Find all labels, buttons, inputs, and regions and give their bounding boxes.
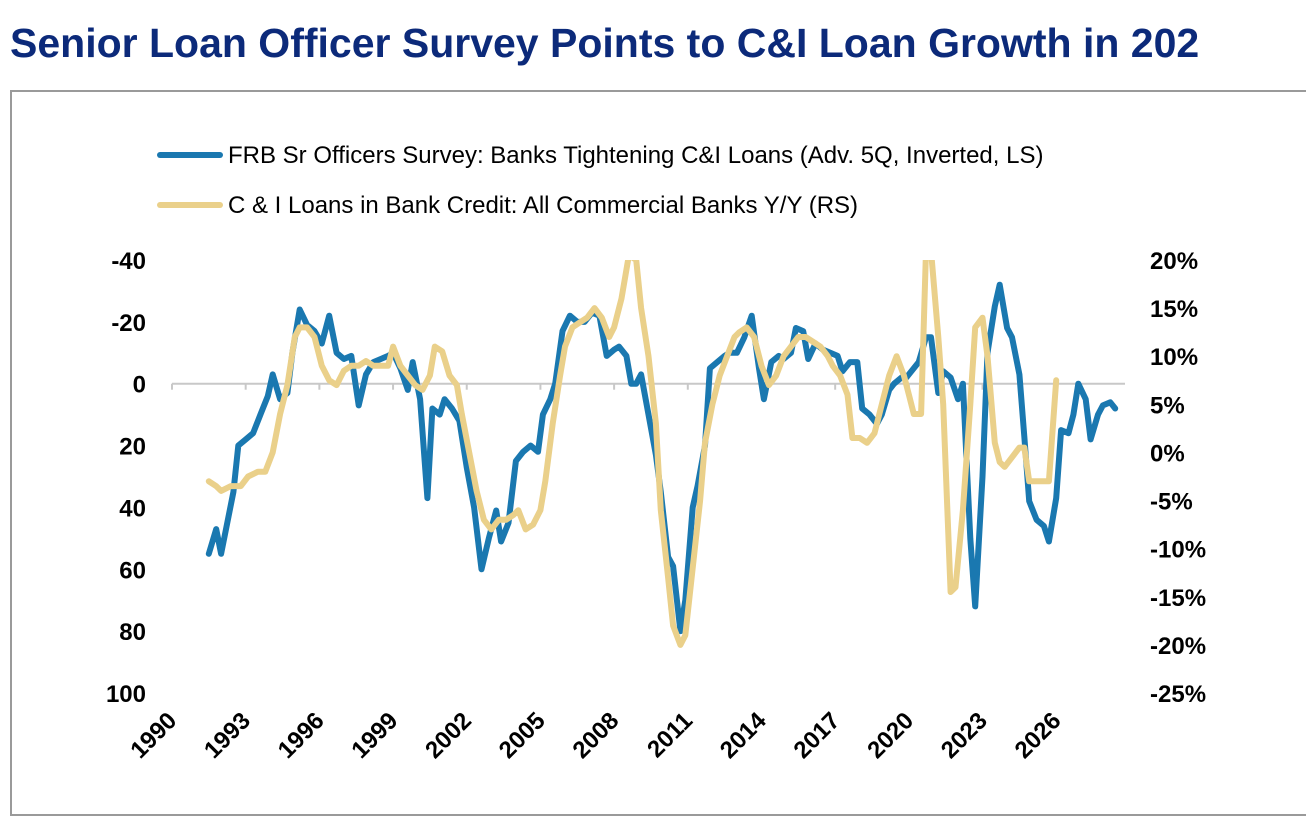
y-right-tick-label: -25% xyxy=(1150,681,1206,708)
legend: FRB Sr Officers Survey: Banks Tightening… xyxy=(157,142,1043,219)
y-right-tick-label: 5% xyxy=(1150,392,1185,419)
y-left-tick-label: -20 xyxy=(111,310,146,337)
x-tick-label: 1996 xyxy=(273,707,330,764)
x-tick-label: 1990 xyxy=(125,707,182,764)
y-right-tick-label: -20% xyxy=(1150,633,1206,660)
x-tick-label: 2008 xyxy=(568,707,625,764)
chart-title: Senior Loan Officer Survey Points to C&I… xyxy=(10,20,1200,66)
y-right-tick-label: 10% xyxy=(1150,344,1198,371)
x-tick-label: 1993 xyxy=(199,707,256,764)
series-line-survey xyxy=(205,281,1119,635)
legend-label-ci-loans: C & I Loans in Bank Credit: All Commerci… xyxy=(228,192,858,219)
y-right-tick-label: 15% xyxy=(1150,296,1198,323)
y-right-tick-label: -10% xyxy=(1150,537,1206,564)
x-tick-label: 1999 xyxy=(346,707,403,764)
series-line-ci-loans xyxy=(205,260,1060,648)
y-left-tick-label: 80 xyxy=(119,619,146,646)
x-tick-label: 2020 xyxy=(862,707,919,764)
x-tick-label: 2026 xyxy=(1010,707,1067,764)
y-right-tick-label: 20% xyxy=(1150,248,1198,275)
x-tick-label: 2023 xyxy=(936,707,993,764)
y-left-tick-label: 40 xyxy=(119,495,146,522)
y-left-tick-label: 100 xyxy=(106,681,146,708)
y-right-tick-label: -15% xyxy=(1150,585,1206,612)
x-tick-label: 2011 xyxy=(642,707,698,763)
x-tick-label: 2017 xyxy=(789,707,846,764)
y-left-tick-label: 0 xyxy=(133,372,146,399)
plot-area: -40 -20 0 20 40 60 80 100 20% 15% 10% 5% 0% -5% -10% -1… xyxy=(106,248,1206,764)
x-tick-label: 2005 xyxy=(494,707,551,764)
y-left-tick-label: 20 xyxy=(119,434,146,461)
x-tick-label: 2002 xyxy=(420,707,477,764)
chart-frame xyxy=(10,90,1306,816)
y-right-tick-label: 0% xyxy=(1150,440,1185,467)
y-left-tick-label: 60 xyxy=(119,557,146,584)
y-right-tick-label: -5% xyxy=(1150,489,1193,516)
x-tick-label: 2014 xyxy=(715,707,772,764)
y-left-tick-label: -40 xyxy=(111,248,146,275)
legend-label-survey: FRB Sr Officers Survey: Banks Tightening… xyxy=(228,142,1043,169)
